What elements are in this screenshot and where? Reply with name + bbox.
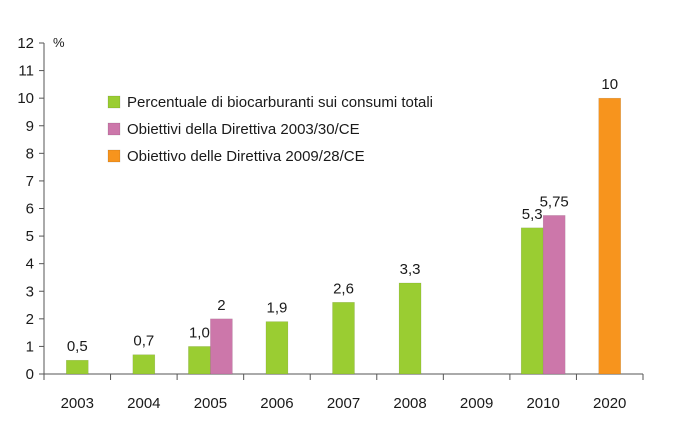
bar (521, 228, 543, 374)
y-tick-label: 0 (26, 366, 34, 383)
data-label: 1,9 (267, 300, 288, 317)
bar (333, 302, 355, 374)
y-tick-label: 4 (26, 256, 34, 273)
x-tick-label: 2004 (127, 395, 160, 412)
data-label: 2,6 (333, 280, 354, 297)
bar (210, 319, 232, 374)
y-tick-label: 9 (26, 118, 34, 135)
data-label: 3,3 (400, 261, 421, 278)
x-tick-label: 2020 (593, 395, 626, 412)
x-tick-label: 2008 (393, 395, 426, 412)
bar (599, 98, 621, 374)
y-tick-label: 10 (17, 90, 34, 107)
legend-swatch (108, 150, 120, 162)
y-tick-label: 8 (26, 145, 34, 162)
y-tick-label: 2 (26, 311, 34, 328)
legend-swatch (108, 123, 120, 135)
data-label: 5,75 (540, 193, 569, 210)
y-tick-label: 11 (18, 63, 34, 80)
legend-label: Obiettivo delle Direttiva 2009/28/CE (127, 148, 365, 165)
x-tick-label: 2010 (526, 395, 559, 412)
x-tick-label: 2009 (460, 395, 493, 412)
legend-label: Percentuale di biocarburanti sui consumi… (127, 94, 433, 111)
y-tick-label: 3 (26, 283, 34, 300)
x-tick-label: 2005 (194, 395, 227, 412)
data-label: 1,0 (189, 324, 210, 341)
legend-label: Obiettivi della Direttiva 2003/30/CE (127, 121, 360, 138)
y-tick-label: 12 (17, 35, 34, 52)
x-tick-label: 2007 (327, 395, 360, 412)
bar (133, 355, 155, 374)
y-tick-label: 6 (26, 201, 34, 218)
y-tick-label: 7 (26, 173, 34, 190)
y-tick-label: 5 (26, 228, 34, 245)
x-tick-label: 2006 (260, 395, 293, 412)
legend: Percentuale di biocarburanti sui consumi… (108, 94, 433, 165)
x-tick-label: 2003 (61, 395, 94, 412)
chart: 0123456789101112 %2003 2004 2005 2006 2007 200… (0, 0, 680, 425)
data-label: 10 (601, 76, 618, 93)
data-label: 2 (217, 297, 225, 314)
bar (66, 360, 88, 374)
data-label: 0,5 (67, 338, 88, 355)
bar (266, 322, 288, 374)
legend-swatch (108, 96, 120, 108)
y-unit-label: % (53, 35, 65, 50)
bar (543, 215, 565, 374)
y-tick-label: 1 (26, 338, 34, 355)
data-label: 0,7 (133, 333, 154, 350)
bar (188, 346, 210, 374)
bar (399, 283, 421, 374)
